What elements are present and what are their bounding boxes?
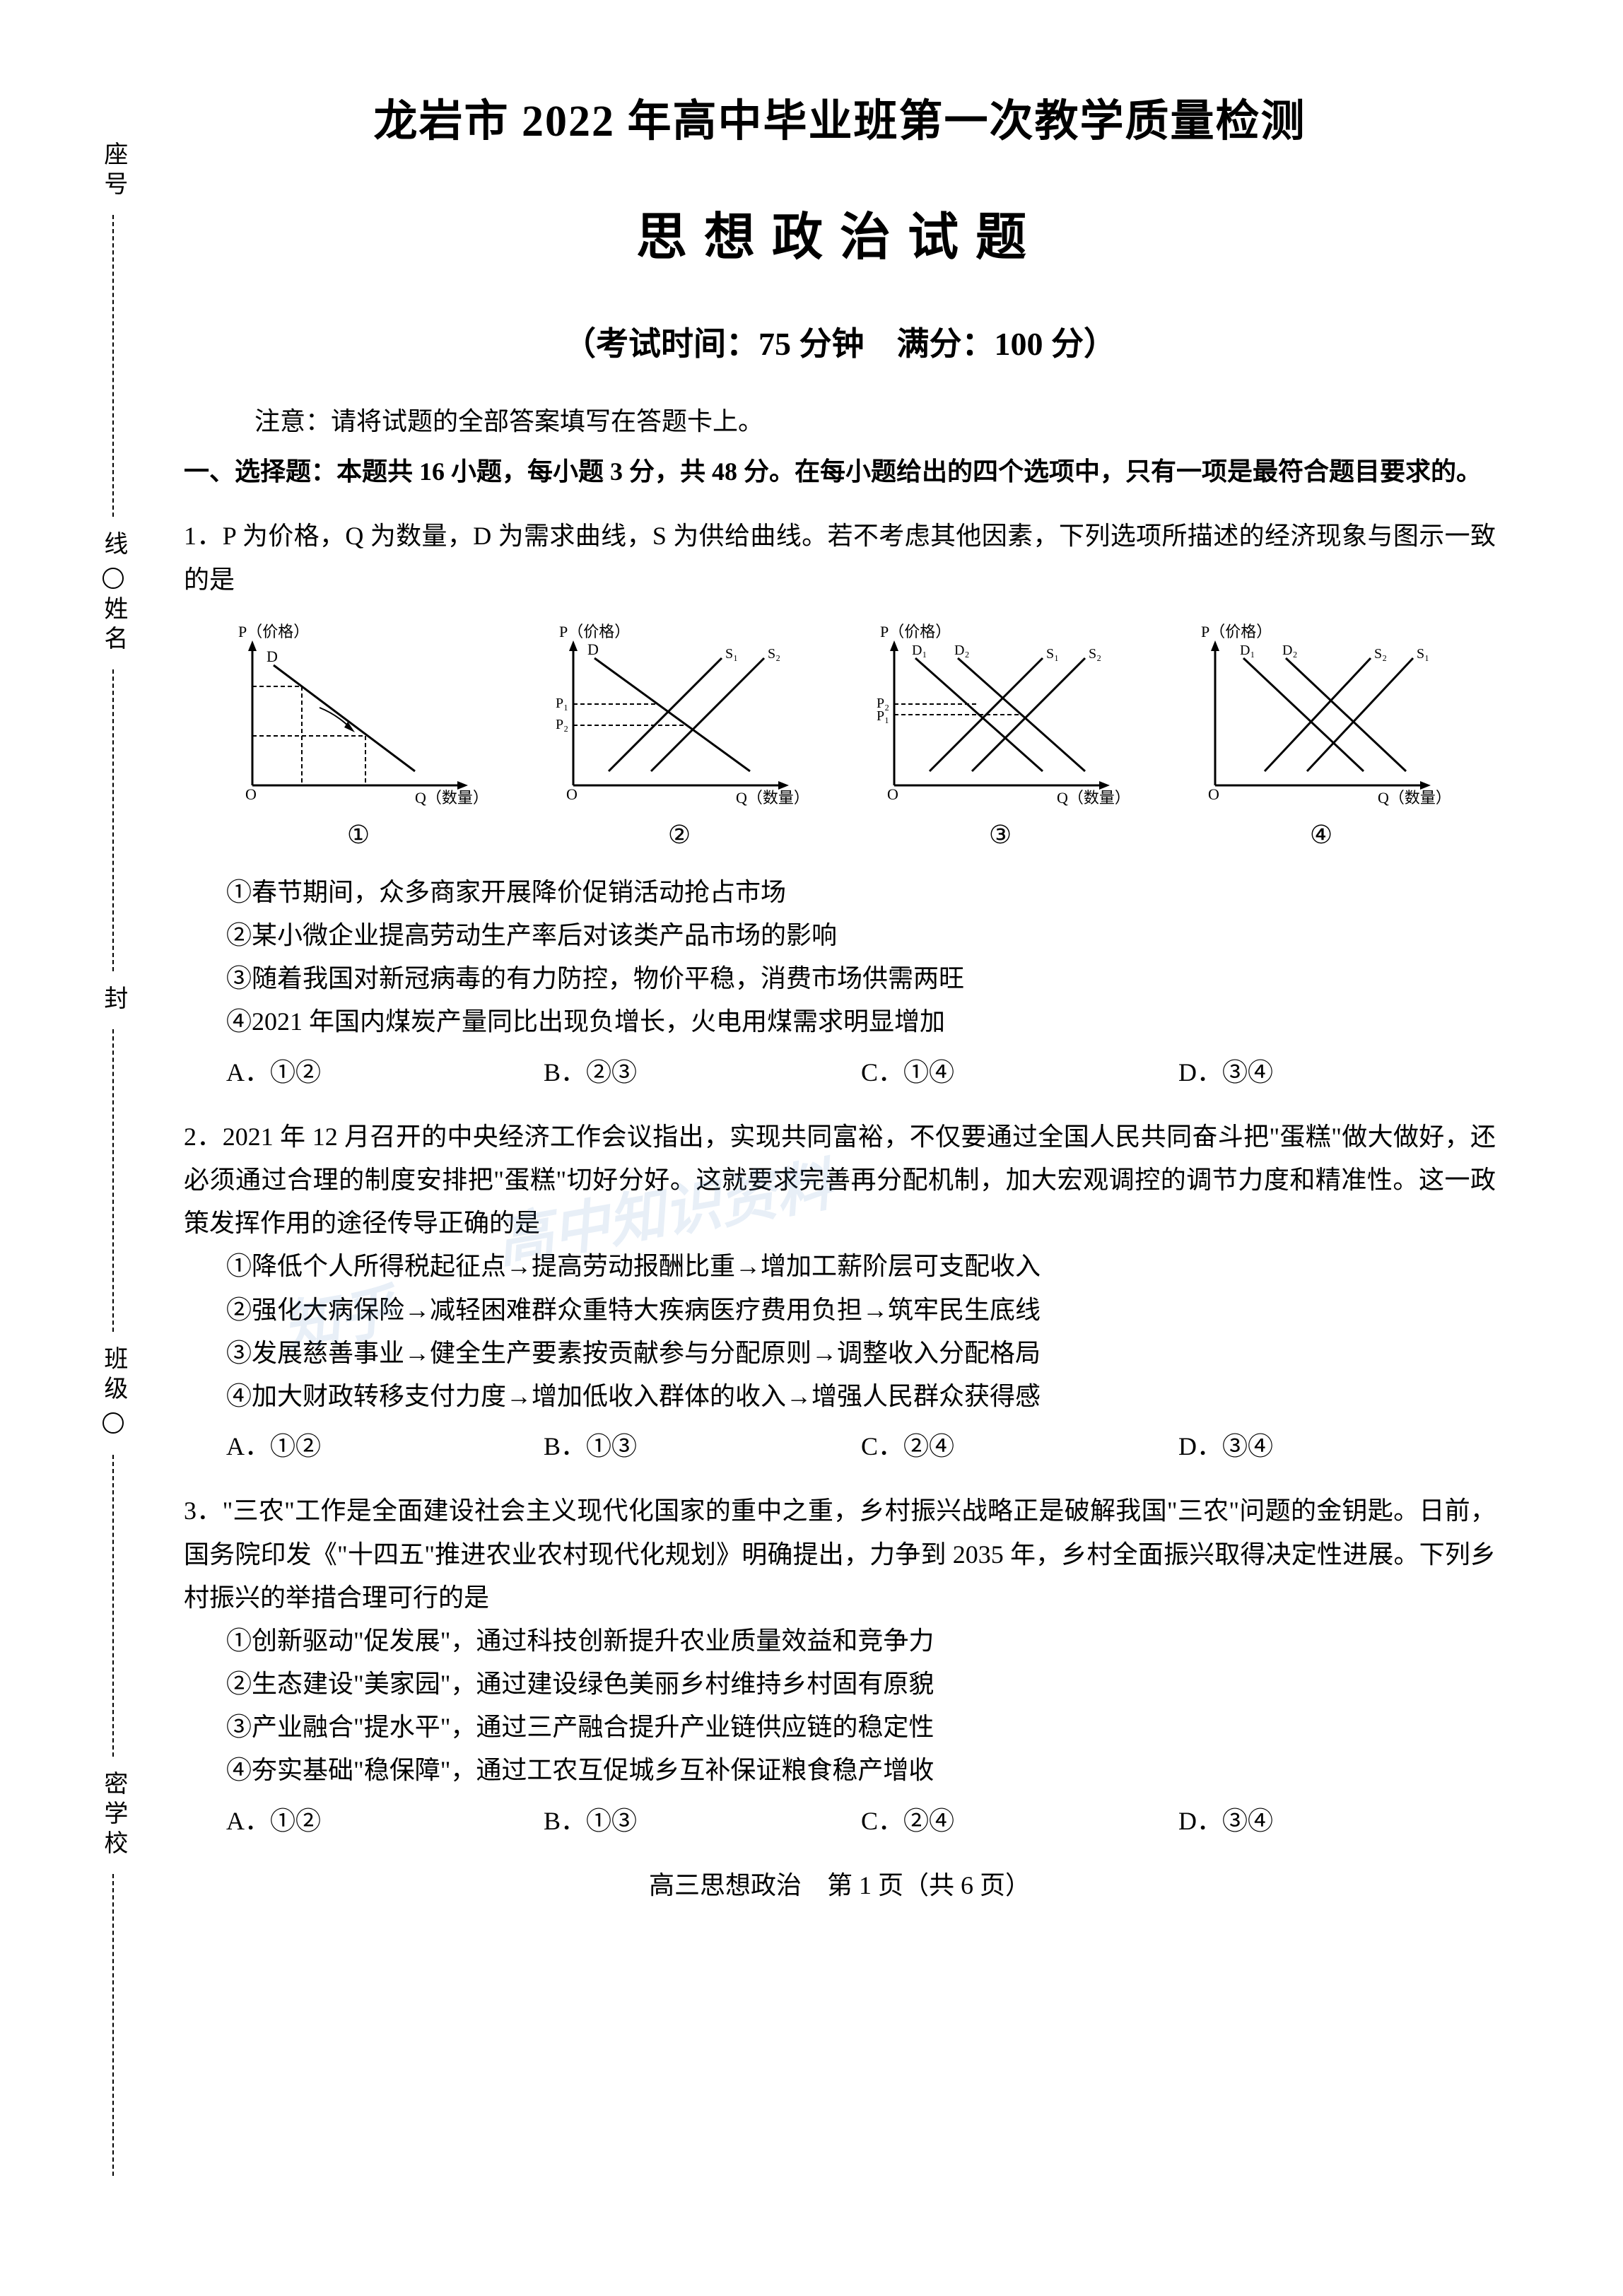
svg-text:O: O — [566, 785, 578, 803]
bind-label-seat: 座号 — [93, 141, 134, 201]
svg-text:D₁: D₁ — [1240, 643, 1255, 658]
q3-line-2: ②生态建设"美家园"，通过建设绿色美丽乡村维持乡村固有原貌 — [184, 1663, 1496, 1706]
svg-text:D₂: D₂ — [1282, 643, 1297, 658]
page-footer: 高三思想政治 第 1 页（共 6 页） — [184, 1864, 1496, 1907]
svg-text:Q（数量）: Q（数量） — [1378, 789, 1448, 807]
question-2: 2．2021 年 12 月召开的中央经济工作会议指出，实现共同富裕，不仅要通过全… — [184, 1115, 1496, 1469]
q1-line-1: ①春节期间，众多商家开展降价促销活动抢占市场 — [184, 871, 1496, 914]
q2-option-a: A．①② — [226, 1425, 544, 1468]
q1-text: P 为价格，Q 为数量，D 为需求曲线，S 为供给曲线。若不考虑其他因素，下列选… — [184, 522, 1496, 593]
svg-text:Q（数量）: Q（数量） — [415, 789, 486, 807]
bind-label-class: 班级 — [93, 1346, 134, 1405]
chart-4: P（价格） O Q（数量） D₁ D₂ S₂ S₁ ④ — [1180, 623, 1463, 857]
q1-line-3: ③随着我国对新冠病毒的有力防控，物价平稳，消费市场供需两旺 — [184, 957, 1496, 1000]
q3-option-a: A．①② — [226, 1800, 544, 1843]
svg-text:P₁: P₁ — [556, 696, 568, 711]
q2-option-d: D．③④ — [1178, 1425, 1496, 1468]
svg-text:S₂: S₂ — [768, 646, 780, 662]
q1-option-b: B．②③ — [544, 1051, 861, 1094]
bind-label-name: 姓名 — [93, 596, 134, 655]
exam-info: （考试时间：75 分钟 满分：100 分） — [184, 317, 1496, 372]
bind-line — [112, 215, 114, 517]
main-title: 龙岩市 2022 年高中毕业班第一次教学质量检测 — [184, 85, 1496, 159]
q3-text: "三农"工作是全面建设社会主义现代化国家的重中之重，乡村振兴战略正是破解我国"三… — [184, 1496, 1496, 1611]
svg-text:O: O — [887, 785, 898, 803]
charts-row: P（价格） O Q（数量） D ① P（价格） — [184, 623, 1496, 857]
question-1: 1．P 为价格，Q 为数量，D 为需求曲线，S 为供给曲线。若不考虑其他因素，下… — [184, 515, 1496, 1094]
bind-label-school: 学校 — [93, 1800, 134, 1860]
q1-line-4: ④2021 年国内煤炭产量同比出现负增长，火电用煤需求明显增加 — [184, 1000, 1496, 1043]
q2-line-1: ①降低个人所得税起征点→提高劳动报酬比重→增加工薪阶层可支配收入 — [184, 1245, 1496, 1288]
axis-label: P（价格） — [238, 623, 309, 640]
chart-3-num: ③ — [859, 814, 1142, 857]
q3-option-b: B．①③ — [544, 1800, 861, 1843]
bind-line — [112, 1455, 114, 1757]
svg-text:D: D — [587, 640, 599, 658]
chart-1: P（价格） O Q（数量） D ① — [217, 623, 500, 857]
q3-option-d: D．③④ — [1178, 1800, 1496, 1843]
bind-circle — [102, 1412, 124, 1434]
q2-options: A．①② B．①③ C．②④ D．③④ — [184, 1425, 1496, 1468]
svg-text:O: O — [1208, 785, 1219, 803]
q2-option-b: B．①③ — [544, 1425, 861, 1468]
svg-text:S₁: S₁ — [1046, 646, 1059, 662]
q3-line-4: ④夯实基础"稳保障"，通过工农互促城乡互补保证粮食稳产增收 — [184, 1749, 1496, 1792]
svg-text:D₁: D₁ — [912, 643, 927, 658]
bind-circle — [102, 568, 124, 589]
q2-num: 2． — [184, 1123, 223, 1151]
bind-label-feng: 封 — [93, 985, 134, 1015]
bind-line — [112, 1029, 114, 1331]
q2-text: 2021 年 12 月召开的中央经济工作会议指出，实现共同富裕，不仅要通过全国人… — [184, 1123, 1496, 1237]
chart-2: P（价格） O Q（数量） D S₁ S₂ P₁ P₂ ② — [538, 623, 821, 857]
q2-line-2: ②强化大病保险→减轻困难群众重特大疾病医疗费用负担→筑牢民生底线 — [184, 1289, 1496, 1332]
svg-text:S₁: S₁ — [725, 646, 738, 662]
svg-text:P₁: P₁ — [877, 708, 889, 724]
chart-3: P（价格） O Q（数量） D₁ D₂ S₁ S₂ P₂ P₁ ③ — [859, 623, 1142, 857]
q1-option-c: C．①④ — [861, 1051, 1178, 1094]
sub-title: 思想政治试题 — [184, 194, 1496, 281]
svg-text:O: O — [245, 785, 257, 803]
q2-option-c: C．②④ — [861, 1425, 1178, 1468]
q1-num: 1． — [184, 522, 223, 550]
q1-line-2: ②某小微企业提高劳动生产率后对该类产品市场的影响 — [184, 914, 1496, 957]
section-heading: 一、选择题：本题共 16 小题，每小题 3 分，共 48 分。在每小题给出的四个… — [184, 450, 1496, 493]
notice-text: 注意：请将试题的全部答案填写在答题卡上。 — [184, 400, 1496, 443]
chart-1-num: ① — [217, 814, 500, 857]
svg-text:D₂: D₂ — [954, 643, 969, 658]
svg-text:D: D — [266, 648, 278, 665]
bind-line — [112, 669, 114, 971]
q3-options: A．①② B．①③ C．②④ D．③④ — [184, 1800, 1496, 1843]
bind-label-mi: 密 — [93, 1771, 134, 1800]
chart-2-num: ② — [538, 814, 821, 857]
q3-line-1: ①创新驱动"促发展"，通过科技创新提升农业质量效益和竞争力 — [184, 1620, 1496, 1663]
svg-text:Q（数量）: Q（数量） — [736, 789, 807, 807]
q3-line-3: ③产业融合"提水平"，通过三产融合提升产业链供应链的稳定性 — [184, 1706, 1496, 1749]
q1-option-d: D．③④ — [1178, 1051, 1496, 1094]
svg-text:S₂: S₂ — [1089, 646, 1101, 662]
svg-text:P（价格）: P（价格） — [1201, 623, 1272, 640]
svg-text:S₁: S₁ — [1417, 646, 1429, 662]
svg-text:Q（数量）: Q（数量） — [1057, 789, 1127, 807]
question-3: 3．"三农"工作是全面建设社会主义现代化国家的重中之重，乡村振兴战略正是破解我国… — [184, 1489, 1496, 1843]
q3-num: 3． — [184, 1496, 223, 1525]
svg-text:P（价格）: P（价格） — [880, 623, 951, 640]
q1-option-a: A．①② — [226, 1051, 544, 1094]
q2-line-3: ③发展慈善事业→健全生产要素按贡献参与分配原则→调整收入分配格局 — [184, 1332, 1496, 1375]
bind-label-xian: 线 — [93, 531, 134, 561]
svg-text:S₂: S₂ — [1374, 646, 1387, 662]
svg-text:P（价格）: P（价格） — [559, 623, 630, 640]
q2-line-4: ④加大财政转移支付力度→增加低收入群体的收入→增强人民群众获得感 — [184, 1375, 1496, 1418]
q3-option-c: C．②④ — [861, 1800, 1178, 1843]
q1-options: A．①② B．②③ C．①④ D．③④ — [184, 1051, 1496, 1094]
svg-text:P₂: P₂ — [556, 717, 568, 732]
binding-margin: 座号 线 姓名 封 班级 密 学校 — [71, 141, 156, 2190]
bind-line — [112, 1874, 114, 2176]
chart-4-num: ④ — [1180, 814, 1463, 857]
